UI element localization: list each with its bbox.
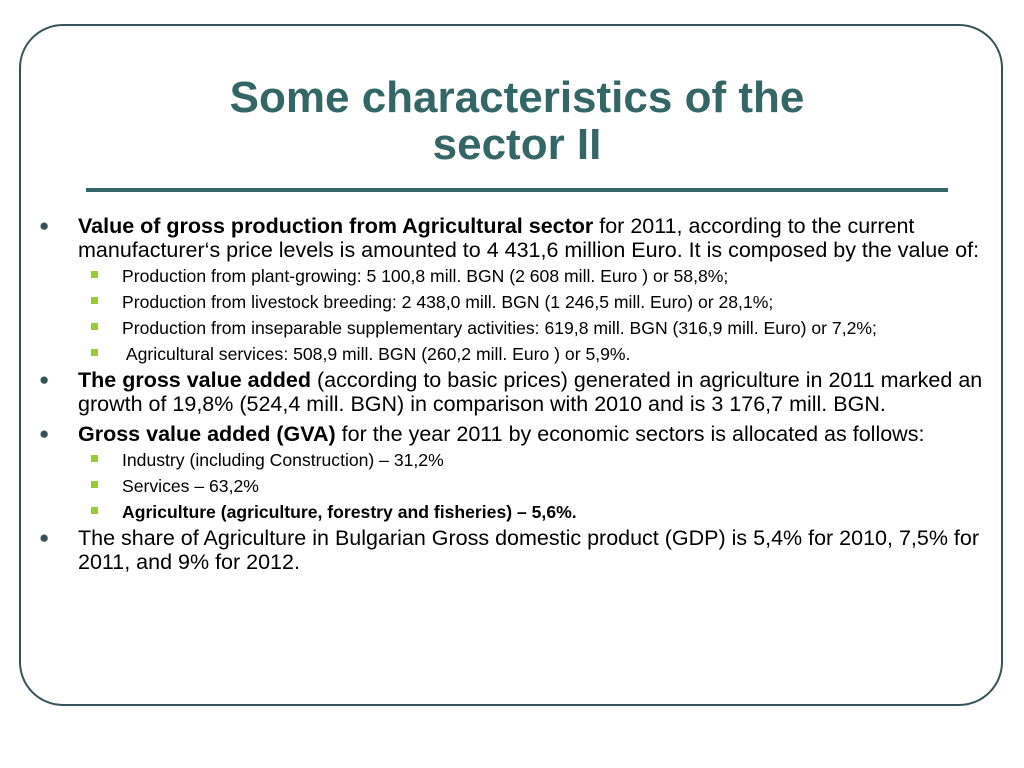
bullet-bold-text: Gross value added (GVA) <box>78 422 336 446</box>
sub-bullet-supplementary: Production from inseparable supplementar… <box>36 318 996 338</box>
sub-bullet-text: Production from plant-growing: 5 100,8 m… <box>122 266 729 286</box>
slide-title: Some characteristics of the sector II <box>60 74 974 168</box>
bullet-text: (according to basic prices) generated in… <box>78 368 983 416</box>
bullet-bold-text: The gross value added <box>78 368 311 392</box>
bullet-gross-value-added: ● The gross value added (according to ba… <box>36 368 996 416</box>
title-line-1: Some characteristics of the <box>229 73 805 122</box>
round-bullet-icon: ● <box>39 216 50 235</box>
sub-bullet-text: Production from inseparable supplementar… <box>122 318 877 338</box>
round-bullet-icon: ● <box>39 370 50 389</box>
square-bullet-icon <box>91 481 98 488</box>
title-underline <box>86 188 948 192</box>
slide-frame <box>19 24 1003 706</box>
sub-bullet-text: Agricultural services: 508,9 mill. BGN (… <box>122 344 631 364</box>
square-bullet-icon <box>91 271 98 278</box>
square-bullet-icon <box>91 349 98 356</box>
bullet-gdp-share: ● The share of Agriculture in Bulgarian … <box>36 526 996 574</box>
slide-body: ● Value of gross production from Agricul… <box>36 214 996 578</box>
bullet-bold-text: Value of gross production from Agricultu… <box>78 214 594 238</box>
square-bullet-icon <box>91 507 98 514</box>
square-bullet-icon <box>91 455 98 462</box>
bullet-text: for 2011, according to the current manuf… <box>78 214 980 262</box>
square-bullet-icon <box>91 323 98 330</box>
sub-bullet-text: Industry (including Construction) – 31,2… <box>122 450 444 470</box>
sub-bullet-text: Services – 63,2% <box>122 476 259 496</box>
bullet-gva-allocation: ● Gross value added (GVA) for the year 2… <box>36 422 996 446</box>
sub-bullet-livestock: Production from livestock breeding: 2 43… <box>36 292 996 312</box>
sub-bullet-services: Services – 63,2% <box>36 476 996 496</box>
sub-bullet-industry: Industry (including Construction) – 31,2… <box>36 450 996 470</box>
round-bullet-icon: ● <box>39 424 50 443</box>
title-line-2: sector II <box>432 120 602 169</box>
sub-bullet-text: Agriculture (agriculture, forestry and f… <box>122 502 577 522</box>
bullet-text: The share of Agriculture in Bulgarian Gr… <box>78 526 980 574</box>
round-bullet-icon: ● <box>39 528 50 547</box>
sub-bullet-text: Production from livestock breeding: 2 43… <box>122 292 774 312</box>
sub-bullet-plant-growing: Production from plant-growing: 5 100,8 m… <box>36 266 996 286</box>
sub-bullet-agri-services: Agricultural services: 508,9 mill. BGN (… <box>36 344 996 364</box>
bullet-gross-production: ● Value of gross production from Agricul… <box>36 214 996 262</box>
bullet-text: for the year 2011 by economic sectors is… <box>335 422 925 446</box>
sub-bullet-agriculture: Agriculture (agriculture, forestry and f… <box>36 502 996 522</box>
square-bullet-icon <box>91 297 98 304</box>
